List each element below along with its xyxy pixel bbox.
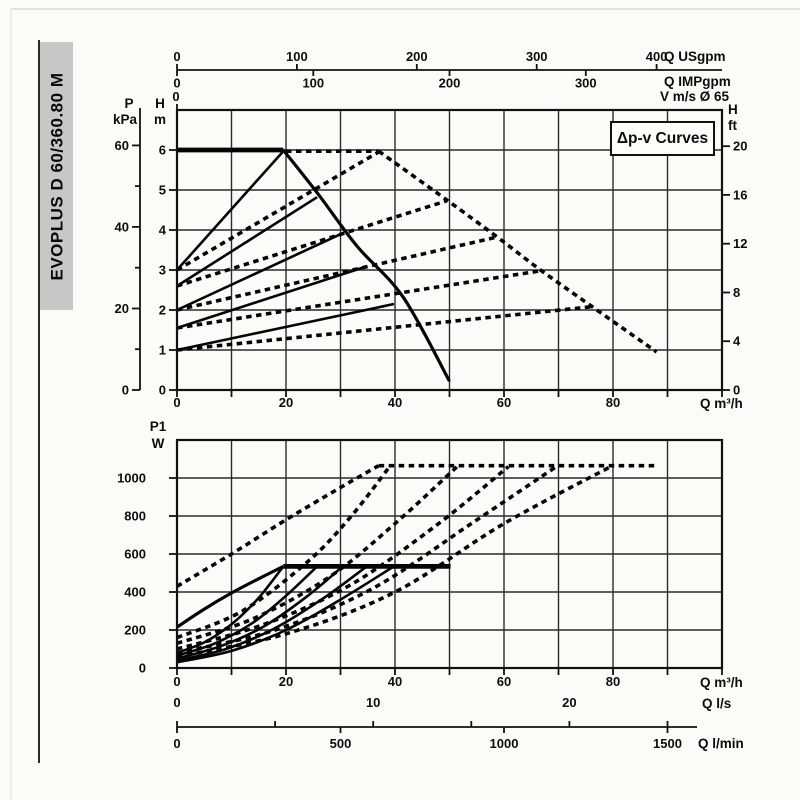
- h-ft-tick-label: 0: [733, 383, 740, 398]
- m3h-tick-label: 60: [497, 674, 511, 689]
- impgpm-tick-label: 200: [439, 76, 461, 91]
- m3h-tick-label: 40: [388, 674, 402, 689]
- page-edge: [10, 8, 12, 800]
- curve-dpv-4m-parallel: [176, 235, 497, 312]
- curve-dpv-5m-parallel: [176, 199, 448, 288]
- ls-tick-label: 10: [366, 695, 380, 710]
- lmin-tick-label: 500: [330, 736, 352, 751]
- ls-tick-label: 20: [562, 695, 576, 710]
- w-tick-label: 0: [139, 661, 146, 676]
- w-tick-label: 200: [124, 623, 146, 638]
- lmin-tick-label: 1500: [653, 736, 682, 751]
- h-m-tick-label: 1: [159, 343, 166, 358]
- h-ft-tick-label: 12: [733, 236, 747, 251]
- axis-label-ft: ft: [728, 118, 737, 133]
- axis-label-impgpm: Q IMPgpm: [664, 74, 731, 89]
- m3h-tick-label: 40: [388, 395, 402, 410]
- usgpm-tick-label: 200: [406, 49, 428, 64]
- curve-P1-dpv-5m-single: [176, 565, 318, 657]
- curve-dpv-5m-single: [176, 196, 318, 288]
- h-ft-tick-label: 4: [733, 334, 741, 349]
- curve-P1-dpv-2m-single: [176, 565, 395, 664]
- model-banner: EVOPLUS D 60/360.80 M: [40, 42, 73, 310]
- m3h-tick-label: 0: [173, 395, 180, 410]
- axis-label-velocity: V m/s Ø 65: [660, 89, 730, 104]
- kpa-tick-label: 60: [115, 138, 129, 153]
- h-m-tick-label: 0: [159, 383, 166, 398]
- page-edge: [10, 8, 800, 10]
- curve-dpv-6m-single: [176, 150, 285, 271]
- usgpm-tick-label: 400: [646, 49, 668, 64]
- curve-dpv-2m-single: [176, 302, 395, 352]
- curve-P1-dpv-6m-single: [176, 565, 285, 655]
- kpa-tick-label: 20: [115, 301, 129, 316]
- curve-P1-dpv-3m-single: [176, 565, 368, 662]
- axis-label-w: W: [151, 436, 165, 451]
- curve-P1-dpv-3m-parallel: [176, 465, 558, 655]
- w-tick-label: 400: [124, 585, 146, 600]
- axis-label-usgpm: Q USgpm: [664, 49, 726, 64]
- axis-label-kpa: kPa: [112, 112, 138, 127]
- h-ft-tick-label: 8: [733, 285, 740, 300]
- usgpm-tick-label: 300: [526, 49, 548, 64]
- curve-dpv-4m-single: [176, 232, 344, 312]
- kpa-tick-label: 0: [122, 383, 129, 398]
- curve-P1-dpv-2m-parallel: [176, 465, 612, 659]
- lmin-tick-label: 1000: [490, 736, 519, 751]
- kpa-tick-label: 40: [115, 219, 129, 234]
- axis-label-ls: Q l/s: [702, 696, 732, 711]
- h-m-tick-label: 4: [159, 223, 167, 238]
- usgpm-tick-label: 100: [286, 49, 308, 64]
- impgpm-tick-label: 0: [173, 76, 180, 91]
- w-tick-label: 1000: [117, 471, 146, 486]
- curve-dpv-3m-single: [176, 265, 368, 330]
- curve-P1-dpv-5m-parallel: [176, 465, 459, 646]
- curve-dpv-6m-parallel: [176, 150, 380, 272]
- curve-P1-dpv-4m-parallel: [176, 465, 510, 651]
- sidebar-rule: [38, 40, 40, 763]
- axis-label-m3h-bottom: Q m³/h: [700, 675, 743, 690]
- usgpm-tick-label: 0: [173, 49, 180, 64]
- m3h-tick-label: 0: [173, 674, 180, 689]
- axis-label-p: P: [124, 96, 134, 111]
- axis-label-m: m: [153, 112, 166, 127]
- m3h-tick-label: 80: [606, 674, 620, 689]
- h-ft-tick-label: 16: [733, 187, 747, 202]
- axis-label-lmin: Q l/min: [698, 736, 744, 751]
- impgpm-tick-label: 300: [575, 76, 597, 91]
- w-tick-label: 800: [124, 509, 146, 524]
- axis-label-h: H: [155, 96, 165, 111]
- velocity-tick-label: 0: [172, 89, 179, 104]
- w-tick-label: 600: [124, 547, 146, 562]
- m3h-tick-label: 20: [279, 674, 293, 689]
- curve-dpv-3m-parallel: [176, 269, 541, 330]
- curve-max-speed-curve-parallel: [377, 149, 658, 354]
- h-m-tick-label: 6: [159, 143, 166, 158]
- h-ft-tick-label: 20: [733, 139, 747, 154]
- lmin-tick-label: 0: [173, 736, 180, 751]
- m3h-tick-label: 80: [606, 395, 620, 410]
- h-m-tick-label: 5: [159, 183, 166, 198]
- h-m-tick-label: 3: [159, 263, 166, 278]
- curve-P1-dpv-6m-parallel: [176, 465, 392, 640]
- ls-tick-label: 0: [173, 695, 180, 710]
- impgpm-tick-label: 100: [302, 76, 324, 91]
- m3h-tick-label: 60: [497, 395, 511, 410]
- m3h-tick-label: 20: [279, 395, 293, 410]
- dpv-curves-badge: Δp-v Curves: [610, 121, 715, 156]
- curve-dpv-2m-parallel: [176, 305, 592, 352]
- curve-P1-max-rise-parallel: [176, 464, 380, 588]
- curve-max-speed-curve-single: [282, 149, 451, 382]
- axis-label-h-right: H: [728, 102, 738, 117]
- h-m-tick-label: 2: [159, 303, 166, 318]
- axis-label-m3h-top: Q m³/h: [700, 396, 743, 411]
- curve-P1-max-rise-single: [176, 564, 285, 629]
- axis-label-p1: P1: [149, 419, 167, 434]
